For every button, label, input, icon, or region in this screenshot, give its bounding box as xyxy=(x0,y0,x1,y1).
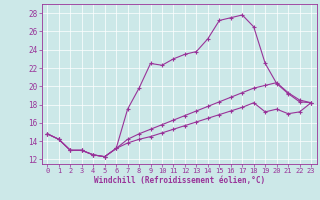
X-axis label: Windchill (Refroidissement éolien,°C): Windchill (Refroidissement éolien,°C) xyxy=(94,176,265,185)
